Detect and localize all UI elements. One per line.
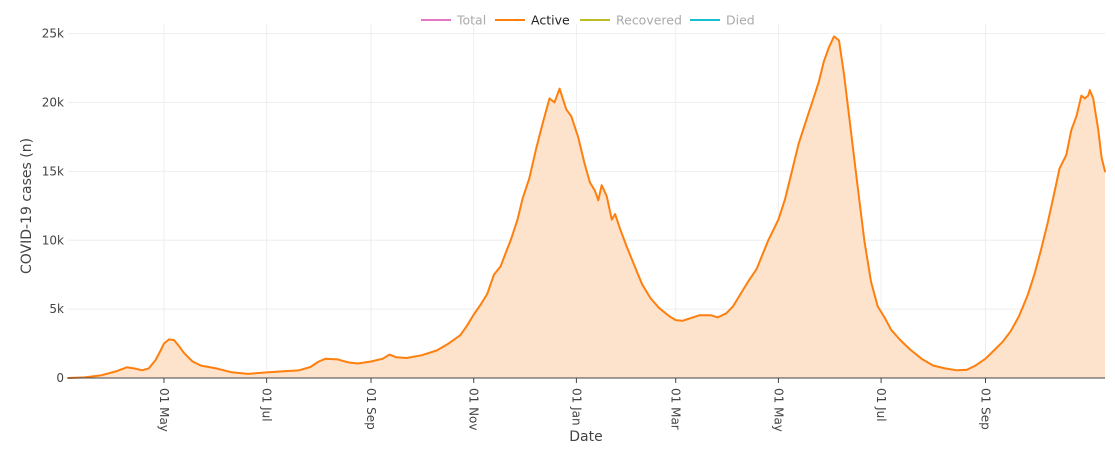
x-tick-label: 01 Nov [467, 388, 481, 431]
legend-label: Died [726, 13, 755, 28]
legend-item-recovered[interactable]: Recovered [580, 13, 682, 28]
series-area-active [68, 36, 1105, 379]
y-tick-label: 20k [42, 96, 64, 110]
y-tick-label: 15k [42, 164, 64, 178]
legend-label: Recovered [616, 13, 682, 28]
x-tick-label: 01 Sep [364, 388, 378, 430]
legend-label: Active [531, 13, 570, 28]
legend-item-died[interactable]: Died [690, 13, 755, 28]
y-tick-label: 0 [56, 371, 64, 385]
x-tick-label: 01 Jul [260, 388, 274, 422]
y-tick-label: 10k [42, 233, 64, 247]
legend-item-active[interactable]: Active [495, 13, 570, 28]
grid-layer [68, 24, 1105, 378]
x-axis: 01 May 01 Jul 01 Sep 01 Nov 01 Jan 01 Mar 01 M… [68, 377, 1105, 432]
x-tick-label: 01 Jul [874, 388, 888, 422]
legend-label: Total [456, 13, 486, 28]
x-tick-label: 01 May [771, 388, 785, 432]
y-axis-title: COVID-19 cases (n) [19, 138, 35, 274]
y-tick-label: 25k [42, 27, 64, 41]
y-tick-label: 5k [49, 302, 64, 316]
x-axis-title: Date [569, 429, 602, 445]
series-line-active [67, 35, 1106, 379]
y-axis: 0 5k 10k 15k 20k 25k [42, 27, 64, 385]
plot-area [67, 35, 1106, 379]
x-tick-label: 01 Mar [669, 388, 683, 430]
x-tick-label: 01 Sep [978, 388, 992, 430]
legend: Total Active Recovered Died [421, 13, 755, 28]
x-tick-label: 01 Jan [569, 388, 583, 426]
legend-item-total[interactable]: Total [421, 13, 486, 28]
x-tick-label: 01 May [157, 388, 171, 432]
